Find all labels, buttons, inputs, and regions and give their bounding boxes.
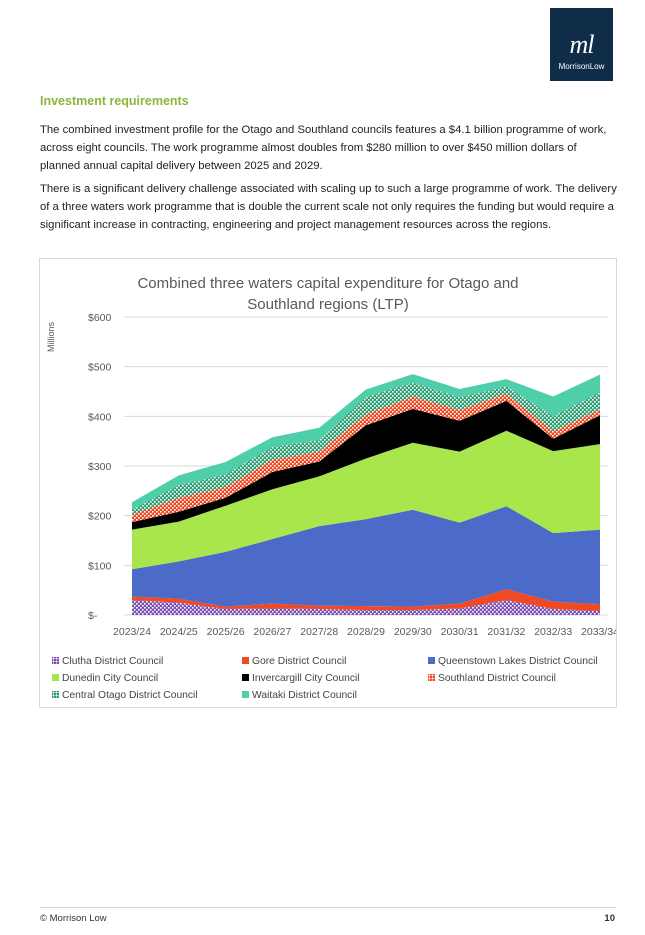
logo-mark: ml: [569, 30, 595, 59]
series-area-5: [132, 393, 600, 523]
legend-swatch: [52, 691, 59, 698]
legend-swatch: [52, 674, 59, 681]
expenditure-chart: Combined three waters capital expenditur…: [39, 258, 617, 708]
x-tick-label: 2032/33: [534, 626, 572, 638]
logo-name: MorrisonLow: [558, 62, 605, 71]
legend-item: Invercargill City Council: [242, 673, 360, 684]
legend-item: Central Otago District Council: [52, 690, 198, 701]
legend-item: Southland District Council: [428, 673, 556, 684]
legend-label: Southland District Council: [438, 673, 556, 684]
legend-swatch: [52, 657, 59, 664]
legend-swatch: [242, 674, 249, 681]
x-tick-label: 2023/24: [113, 626, 151, 638]
legend-label: Waitaki District Council: [252, 690, 357, 701]
series-area-6: [132, 382, 600, 515]
legend-label: Gore District Council: [252, 656, 347, 667]
legend-label: Queenstown Lakes District Council: [438, 656, 598, 667]
series-area-0: [132, 600, 600, 615]
legend-item: Dunedin City Council: [52, 673, 158, 684]
series-area-3: [132, 430, 600, 570]
legend-item: Clutha District Council: [52, 656, 163, 667]
legend-swatch: [428, 657, 435, 664]
legend-label: Dunedin City Council: [62, 673, 159, 684]
legend-label: Clutha District Council: [62, 656, 164, 667]
x-tick-label: 2026/27: [253, 626, 291, 638]
series-area-2: [132, 506, 600, 607]
x-tick-label: 2024/25: [160, 626, 198, 638]
y-tick-label: $400: [88, 411, 112, 423]
page-number: 10: [604, 913, 615, 924]
legend-swatch: [242, 657, 249, 664]
y-tick-label: $500: [88, 362, 112, 374]
y-tick-label: $600: [88, 312, 112, 324]
y-axis-label: Millions: [46, 322, 56, 353]
x-tick-label: 2025/26: [207, 626, 245, 638]
x-tick-label: 2031/32: [487, 626, 525, 638]
legend-item: Waitaki District Council: [242, 690, 357, 701]
legend-item: Queenstown Lakes District Council: [428, 656, 598, 667]
section-heading: Investment requirements: [40, 94, 189, 108]
x-tick-label: 2029/30: [394, 626, 432, 638]
legend-swatch: [428, 674, 435, 681]
series-area-1: [132, 589, 600, 611]
x-tick-label: 2028/29: [347, 626, 385, 638]
footer-divider: [40, 907, 616, 908]
chart-title-line-2: Southland regions (LTP): [247, 296, 408, 313]
legend-label: Central Otago District Council: [62, 690, 198, 701]
x-tick-label: 2033/34: [581, 626, 616, 638]
y-tick-label: $-: [88, 610, 98, 622]
legend-item: Gore District Council: [242, 656, 346, 667]
y-tick-label: $100: [88, 560, 112, 572]
paragraph-1: The combined investment profile for the …: [40, 124, 607, 172]
x-tick-label: 2027/28: [300, 626, 338, 638]
morrison-low-logo: ml MorrisonLow: [550, 8, 613, 81]
series-area-4: [132, 400, 600, 530]
chart-svg: Combined three waters capital expenditur…: [46, 275, 616, 638]
y-tick-label: $300: [88, 461, 112, 473]
legend-label: Invercargill City Council: [252, 673, 360, 684]
footer-copyright: © Morrison Low: [40, 913, 107, 924]
paragraph-2: There is a significant delivery challeng…: [40, 183, 617, 231]
y-tick-label: $200: [88, 511, 112, 523]
x-tick-label: 2030/31: [441, 626, 479, 638]
chart-title-line-1: Combined three waters capital expenditur…: [137, 275, 518, 292]
legend-swatch: [242, 691, 249, 698]
